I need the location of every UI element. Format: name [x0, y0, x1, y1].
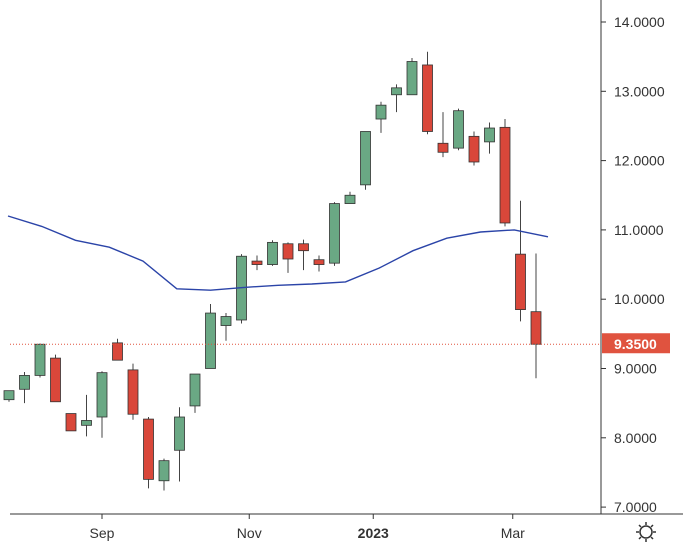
candle-body — [515, 253, 526, 310]
x-tick-label: Nov — [237, 525, 262, 541]
x-axis-ticks: Sep Nov 2023 Mar — [90, 514, 525, 541]
candle — [143, 417, 154, 489]
candle — [50, 354, 61, 403]
candle-body — [81, 420, 92, 426]
candle — [484, 122, 495, 154]
candle — [34, 343, 46, 378]
x-tick-label: Mar — [501, 525, 525, 541]
candle-body — [484, 127, 495, 143]
candle — [530, 253, 542, 379]
candle — [3, 390, 15, 402]
candle-body — [499, 126, 511, 224]
candle — [375, 101, 387, 133]
y-tick-label: 13.0000 — [614, 83, 665, 99]
candle — [65, 413, 77, 432]
candle — [298, 239, 309, 271]
candle-body — [282, 243, 294, 260]
candle-body — [422, 64, 433, 132]
candle-body — [468, 135, 480, 163]
candle — [453, 108, 464, 151]
candle-body — [127, 369, 139, 415]
candle-body — [298, 243, 309, 252]
candle — [19, 371, 30, 404]
candle — [344, 191, 356, 204]
y-axis-ticks: 14.0000 13.0000 12.0000 11.0000 10.0000 9.000… — [601, 14, 665, 515]
candle-body — [453, 110, 464, 149]
candle — [112, 338, 123, 361]
current-price-label: 9.3500 — [614, 336, 657, 352]
candle — [329, 202, 340, 266]
candle-body — [530, 311, 542, 345]
candle — [189, 373, 201, 413]
candle-body — [96, 372, 108, 418]
candle — [406, 58, 418, 96]
candle — [468, 131, 480, 166]
candle-body — [375, 104, 387, 120]
candle-body — [360, 131, 371, 186]
y-tick-label: 8.0000 — [614, 430, 657, 446]
candle-body — [205, 312, 216, 369]
y-tick-label: 14.0000 — [614, 14, 665, 30]
x-tick-label: 2023 — [358, 525, 389, 541]
candle-body — [220, 316, 232, 326]
candle-body — [174, 416, 185, 451]
candle-body — [344, 194, 356, 204]
candle — [127, 363, 139, 420]
candle-body — [267, 241, 278, 265]
candle-body — [19, 375, 30, 390]
candle — [96, 371, 108, 438]
candle-body — [437, 142, 449, 153]
candle — [158, 458, 170, 491]
candle-body — [34, 343, 46, 376]
current-price-tag: 9.3500 — [602, 333, 670, 354]
candle — [391, 84, 402, 113]
candle — [205, 304, 216, 369]
candle-body — [3, 390, 15, 401]
y-tick-label: 9.0000 — [614, 361, 657, 377]
candle-body — [112, 342, 123, 361]
candle — [81, 394, 92, 437]
candle-body — [158, 460, 170, 482]
gear-icon[interactable] — [636, 522, 656, 542]
candle — [174, 407, 185, 482]
y-tick-label: 7.0000 — [614, 499, 657, 515]
candle-body — [50, 357, 61, 403]
candle-body — [313, 259, 325, 265]
candle — [515, 200, 526, 322]
candle — [220, 313, 232, 341]
x-tick-label: Sep — [90, 525, 115, 541]
candle-body — [406, 61, 418, 96]
candle — [313, 255, 325, 272]
candle — [422, 51, 433, 135]
candle-body — [143, 418, 154, 480]
y-tick-label: 12.0000 — [614, 153, 665, 169]
candles-layer — [3, 51, 542, 491]
candle — [251, 255, 263, 271]
candle — [267, 240, 278, 266]
y-tick-label: 10.0000 — [614, 291, 665, 307]
candle-body — [189, 373, 201, 407]
candle — [282, 242, 294, 273]
candle — [437, 112, 449, 158]
candle-body — [329, 203, 340, 264]
moving-average-line — [7, 215, 549, 291]
candle — [236, 254, 247, 324]
candle — [499, 119, 511, 227]
candle-body — [251, 260, 263, 265]
candle-body — [391, 87, 402, 96]
y-tick-label: 11.0000 — [614, 222, 664, 238]
current-price-tag-bg — [602, 333, 670, 354]
candle-body — [65, 413, 77, 432]
candle — [360, 131, 371, 190]
